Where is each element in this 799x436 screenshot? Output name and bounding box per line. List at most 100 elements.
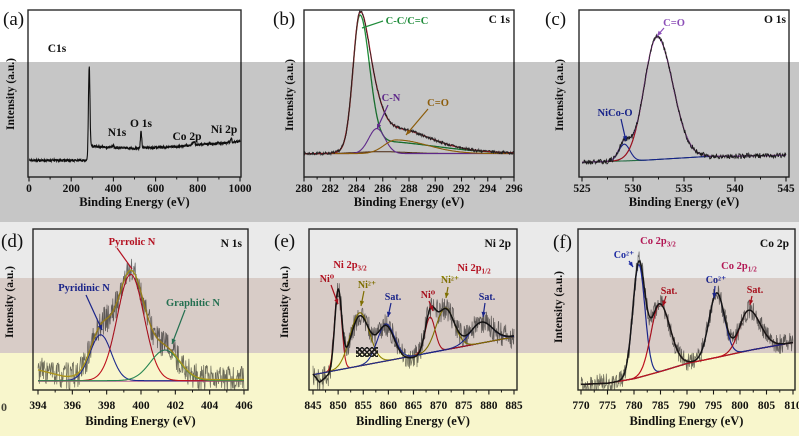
panel-b-c1s-chart: 280 282 284 286 288 290 292 294 296 Binding Energ… — [273, 9, 523, 209]
svg-text:200: 200 — [63, 183, 81, 195]
svg-text:406: 406 — [235, 400, 253, 412]
panel-b-x-axis: 280 282 284 286 288 290 292 294 296 — [295, 177, 523, 195]
panel-d-x-axis: 394 396 398 400 402 404 406 — [29, 390, 253, 412]
panel-d-n1s-chart: 394 396 398 400 402 404 406 Binding Energy (eV)… — [1, 228, 253, 428]
panel-e-x-axis: 845 850 855 860 865 870 875 880 885 — [304, 390, 523, 412]
svg-text:Sat.: Sat. — [385, 292, 402, 303]
svg-text:850: 850 — [330, 400, 348, 412]
svg-text:(b): (b) — [273, 9, 295, 30]
svg-text:Binding Energy (eV): Binding Energy (eV) — [629, 195, 739, 209]
panel-b-curves — [304, 10, 514, 156]
svg-text:290: 290 — [427, 183, 445, 195]
svg-text:800: 800 — [731, 400, 749, 412]
svg-text:Intensity (a.u.): Intensity (a.u.) — [5, 58, 17, 130]
svg-text:545: 545 — [777, 183, 795, 195]
svg-text:Co 2p: Co 2p — [760, 238, 789, 250]
svg-text:Graphitic N: Graphitic N — [166, 298, 220, 309]
svg-text:292: 292 — [453, 183, 471, 195]
panel-d-plot-box — [32, 228, 249, 391]
svg-text:C 1s: C 1s — [489, 14, 511, 26]
svg-text:Ni⁰: Ni⁰ — [421, 290, 436, 301]
svg-text:Ni²⁺: Ni²⁺ — [441, 275, 459, 286]
svg-text:0: 0 — [26, 183, 32, 195]
panel-c-curve-measured — [581, 33, 787, 165]
panel-c-curve-C=O — [582, 36, 786, 163]
svg-text:535: 535 — [675, 183, 693, 195]
svg-text:NiCo-O: NiCo-O — [598, 108, 633, 119]
svg-text:Sat.: Sat. — [661, 286, 678, 297]
svg-text:C=O: C=O — [427, 98, 449, 109]
svg-text:Ni 2p: Ni 2p — [484, 238, 511, 250]
svg-text:775: 775 — [599, 400, 617, 412]
svg-text:C-N: C-N — [382, 93, 401, 104]
svg-text:(d): (d) — [1, 231, 23, 252]
panel-e-curve-envelope — [312, 287, 515, 384]
panel-f-co2p-chart: 770 775 780 785 790 795 800 805 810 Bindling Ener… — [553, 228, 799, 428]
panel-f-curve-Sat-1 — [580, 303, 794, 385]
svg-text:885: 885 — [505, 400, 523, 412]
svg-text:810: 810 — [784, 400, 799, 412]
panel-c-curves — [581, 33, 787, 165]
svg-text:Intensity (a.u.): Intensity (a.u.) — [4, 266, 16, 338]
svg-text:790: 790 — [678, 400, 696, 412]
svg-text:398: 398 — [98, 400, 116, 412]
svg-text:Binding Energy (eV): Binding Energy (eV) — [79, 195, 189, 209]
panel-e-ni2p-chart: 845 850 855 860 865 870 875 880 885 Bindling Ener… — [274, 228, 523, 428]
svg-text:O 1s: O 1s — [130, 118, 153, 130]
svg-text:(a): (a) — [3, 9, 24, 30]
svg-text:530: 530 — [624, 183, 642, 195]
svg-text:Bindling Energy (eV): Bindling Energy (eV) — [630, 414, 744, 428]
svg-text:Ni²⁺: Ni²⁺ — [358, 280, 376, 291]
svg-text:402: 402 — [167, 400, 185, 412]
svg-text:795: 795 — [705, 400, 723, 412]
svg-text:396: 396 — [64, 400, 82, 412]
svg-text:Intensity (a.u.): Intensity (a.u.) — [553, 271, 565, 343]
svg-text:Intensity (a.u.): Intensity (a.u.) — [279, 266, 291, 338]
panel-f-curve-measured — [580, 251, 794, 390]
svg-text:Ni⁰: Ni⁰ — [320, 274, 335, 285]
svg-text:288: 288 — [400, 183, 418, 195]
svg-text:875: 875 — [455, 400, 473, 412]
svg-text:770: 770 — [572, 400, 590, 412]
svg-text:400: 400 — [105, 183, 123, 195]
stray-zero-text: 0 — [1, 400, 7, 414]
svg-text:540: 540 — [726, 183, 744, 195]
panel-a-survey-chart: 0 200 400 600 800 1000 Binding Energy (eV) Inte… — [3, 9, 252, 209]
svg-text:Co 2p3/2: Co 2p3/2 — [640, 236, 676, 249]
svg-text:O 1s: O 1s — [764, 14, 787, 26]
svg-text:600: 600 — [147, 183, 165, 195]
svg-text:282: 282 — [322, 183, 340, 195]
hatch-artifact — [356, 347, 378, 357]
svg-text:880: 880 — [480, 400, 498, 412]
svg-text:1000: 1000 — [229, 183, 252, 195]
svg-text:780: 780 — [625, 400, 643, 412]
svg-text:C=O: C=O — [663, 18, 685, 29]
panel-c-x-axis: 525 530 535 540 545 — [573, 177, 795, 195]
svg-text:Binding Energy (eV): Binding Energy (eV) — [354, 195, 464, 209]
svg-text:785: 785 — [652, 400, 670, 412]
svg-text:286: 286 — [374, 183, 392, 195]
svg-text:Sat.: Sat. — [479, 292, 496, 303]
svg-text:(e): (e) — [274, 231, 295, 252]
svg-text:Ni 2p: Ni 2p — [211, 124, 238, 136]
svg-text:855: 855 — [355, 400, 373, 412]
svg-text:394: 394 — [29, 400, 47, 412]
svg-text:Intensity (a.u.): Intensity (a.u.) — [554, 59, 566, 131]
panel-a-curves — [28, 66, 241, 164]
panel-f-curve-Co2-2 — [580, 292, 794, 385]
svg-text:Pyridinic N: Pyridinic N — [58, 283, 110, 294]
svg-text:280: 280 — [295, 183, 313, 195]
svg-text:N 1s: N 1s — [221, 238, 243, 250]
panel-a-curve-survey-trace — [28, 66, 241, 164]
svg-text:(f): (f) — [553, 232, 572, 253]
svg-text:N1s: N1s — [108, 127, 127, 139]
svg-text:Pyrrolic N: Pyrrolic N — [109, 237, 156, 248]
svg-text:400: 400 — [132, 400, 150, 412]
svg-text:404: 404 — [201, 400, 219, 412]
svg-text:296: 296 — [505, 183, 523, 195]
svg-text:Co 2p1/2: Co 2p1/2 — [721, 261, 757, 274]
svg-text:Co²⁺: Co²⁺ — [614, 250, 635, 261]
